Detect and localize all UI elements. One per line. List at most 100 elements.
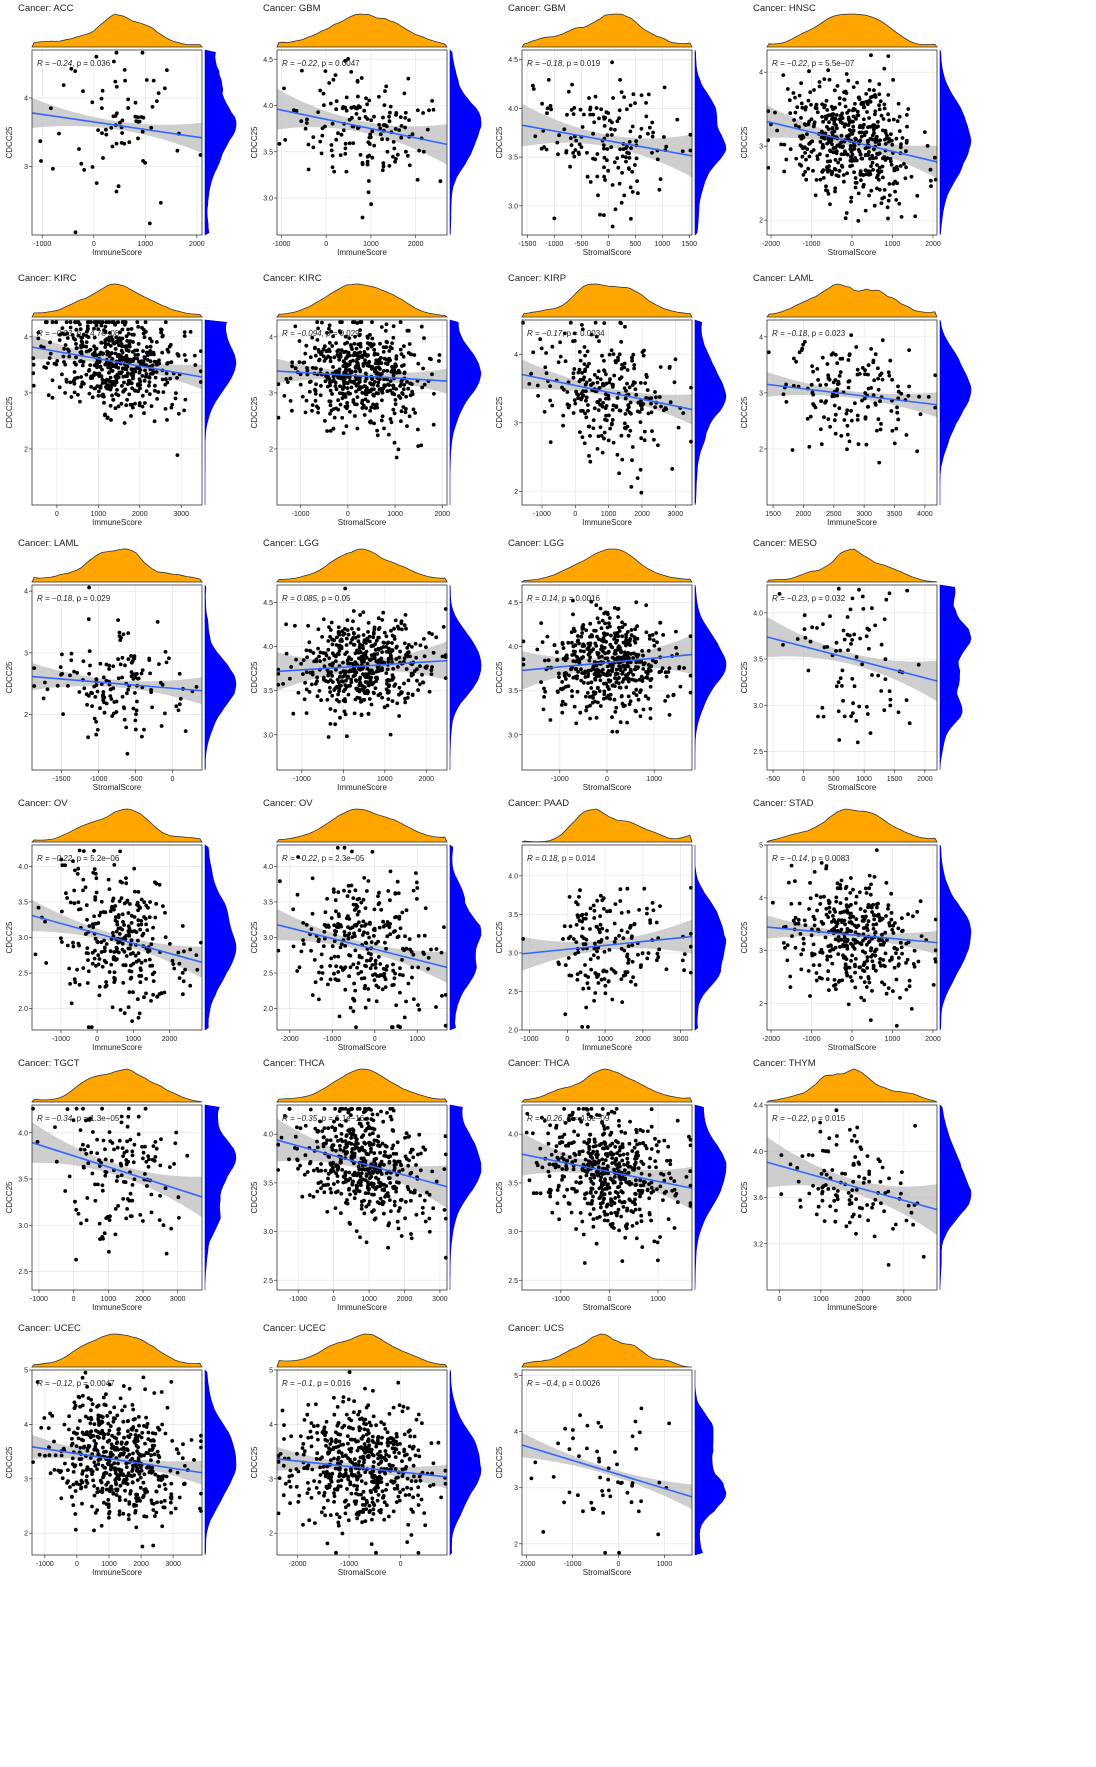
data-point xyxy=(540,101,544,106)
data-point xyxy=(110,714,115,718)
data-point xyxy=(331,426,336,431)
data-point xyxy=(318,393,323,398)
data-point xyxy=(599,938,604,942)
data-point xyxy=(612,921,617,926)
data-point xyxy=(86,1025,91,1030)
data-point xyxy=(132,367,137,372)
x-tick-label: -1500 xyxy=(518,241,536,248)
data-point xyxy=(345,381,350,386)
data-point xyxy=(639,93,644,98)
data-point xyxy=(109,126,114,130)
data-point xyxy=(126,371,130,376)
data-point xyxy=(365,102,369,107)
data-point xyxy=(620,625,625,630)
data-point xyxy=(550,344,555,349)
data-point xyxy=(629,936,634,940)
x-axis-title: ImmuneScore xyxy=(582,518,632,527)
data-point xyxy=(857,125,862,130)
stat-p: , p = 0.05 xyxy=(317,594,351,603)
data-point xyxy=(397,655,402,660)
data-point xyxy=(642,886,647,891)
data-point xyxy=(124,954,129,958)
stat-annotation: R = 0.14, p = 0.0016 xyxy=(527,594,601,603)
data-point xyxy=(574,389,578,394)
data-point xyxy=(803,145,807,150)
data-point xyxy=(878,373,882,378)
y-density xyxy=(204,319,237,505)
data-point xyxy=(91,352,96,357)
data-point xyxy=(129,963,133,968)
data-point xyxy=(373,966,378,970)
data-point xyxy=(403,700,408,705)
data-point xyxy=(811,148,816,152)
data-point xyxy=(610,715,614,720)
data-point xyxy=(620,672,625,676)
data-point xyxy=(72,360,77,365)
data-point xyxy=(111,931,115,935)
data-point xyxy=(194,685,199,689)
data-point xyxy=(306,142,311,147)
data-point xyxy=(369,940,374,944)
data-point xyxy=(167,656,171,661)
data-point xyxy=(434,635,439,640)
data-point xyxy=(574,138,579,143)
data-point xyxy=(301,658,306,663)
data-point xyxy=(290,408,294,413)
data-point xyxy=(365,889,369,893)
data-point xyxy=(106,386,111,391)
data-point xyxy=(84,932,88,936)
data-point xyxy=(775,128,779,133)
data-point xyxy=(420,385,424,390)
data-point xyxy=(368,920,372,925)
data-point xyxy=(377,365,381,370)
data-point xyxy=(795,637,800,641)
data-point xyxy=(595,152,600,156)
data-point xyxy=(596,685,600,690)
data-point xyxy=(865,626,870,631)
data-point xyxy=(158,200,163,205)
data-point xyxy=(666,694,670,699)
data-point xyxy=(602,906,606,911)
data-point xyxy=(401,405,406,409)
data-point xyxy=(392,411,397,416)
data-point xyxy=(340,942,344,947)
data-point xyxy=(144,329,148,334)
data-point xyxy=(283,138,288,142)
data-point xyxy=(371,635,376,640)
data-point xyxy=(304,398,309,403)
data-point xyxy=(151,78,156,83)
data-point xyxy=(128,952,133,956)
data-point xyxy=(613,676,617,680)
data-point xyxy=(339,644,344,649)
data-point xyxy=(100,106,104,110)
data-point xyxy=(860,366,865,370)
data-point xyxy=(360,353,364,358)
data-point xyxy=(159,330,164,335)
y-tick-label: 3.5 xyxy=(263,149,273,156)
data-point xyxy=(580,125,585,129)
data-point xyxy=(836,709,841,714)
data-point xyxy=(110,899,115,903)
data-point xyxy=(69,658,74,663)
data-point xyxy=(136,389,141,394)
data-point xyxy=(630,358,634,363)
data-point xyxy=(290,364,294,369)
data-point xyxy=(601,400,605,405)
data-point xyxy=(846,136,850,141)
data-point xyxy=(648,706,653,711)
data-point xyxy=(353,365,358,370)
data-point xyxy=(571,151,575,155)
data-point xyxy=(623,324,627,329)
data-point xyxy=(92,867,97,871)
data-point xyxy=(72,901,77,906)
x-tick-label: 3500 xyxy=(887,511,903,518)
data-point xyxy=(100,88,105,93)
data-point xyxy=(360,398,365,403)
data-point xyxy=(78,399,82,404)
data-point xyxy=(635,636,640,641)
data-point xyxy=(175,453,180,457)
data-point xyxy=(410,645,414,649)
regression-line xyxy=(276,108,448,146)
data-point xyxy=(864,92,869,96)
data-point xyxy=(422,933,427,938)
